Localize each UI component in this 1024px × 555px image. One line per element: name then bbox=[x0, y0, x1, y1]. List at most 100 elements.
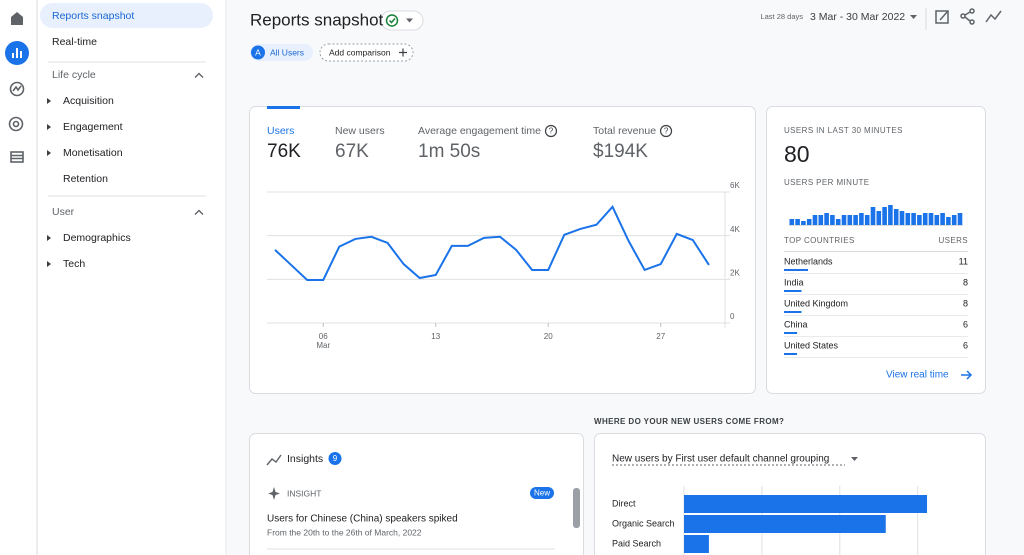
nav-section-title[interactable]: Life cycle bbox=[52, 69, 96, 81]
metric-value: 67K bbox=[335, 141, 369, 162]
help-glyph: ? bbox=[549, 127, 554, 136]
per-minute-bar bbox=[957, 213, 963, 225]
insights-count: 9 bbox=[333, 454, 338, 463]
acquisition-title[interactable]: New users by First user default channel … bbox=[612, 454, 829, 465]
country-bar bbox=[784, 269, 808, 271]
country-name: United Kingdom bbox=[784, 298, 848, 308]
country-name: India bbox=[784, 277, 804, 287]
collapse-chevron[interactable] bbox=[194, 72, 204, 78]
expand-arrow[interactable] bbox=[47, 235, 51, 241]
x-tick-label: 13 bbox=[431, 332, 440, 341]
per-minute-bar bbox=[859, 213, 864, 225]
metric-value: 76K bbox=[267, 141, 301, 162]
nav-item[interactable]: Monetisation bbox=[63, 147, 123, 159]
y-tick-label: 2K bbox=[730, 268, 740, 277]
segment-name[interactable]: All Users bbox=[270, 47, 304, 57]
per-minute-label: USERS PER MINUTE bbox=[784, 178, 870, 187]
expand-arrow[interactable] bbox=[47, 150, 51, 156]
advertising-icon[interactable] bbox=[8, 116, 24, 132]
y-tick-label: 6K bbox=[730, 181, 740, 190]
acquisition-heading: WHERE DO YOUR NEW USERS COME FROM? bbox=[594, 417, 784, 426]
segment-chip[interactable] bbox=[250, 44, 313, 61]
x-tick-label: 20 bbox=[544, 332, 553, 341]
country-users: 8 bbox=[963, 277, 968, 287]
configure-icon[interactable] bbox=[10, 151, 24, 163]
per-minute-bar bbox=[951, 215, 957, 225]
per-minute-bar bbox=[824, 213, 829, 225]
scrollbar-thumb[interactable] bbox=[573, 488, 580, 528]
status-chip[interactable] bbox=[380, 10, 424, 31]
bar bbox=[684, 515, 886, 533]
customize-icon[interactable] bbox=[935, 10, 949, 24]
explore-icon[interactable] bbox=[9, 81, 25, 97]
metric-label[interactable]: Users bbox=[267, 125, 294, 137]
comparison-label[interactable]: Add comparison bbox=[329, 47, 391, 57]
country-name: Netherlands bbox=[784, 256, 833, 266]
metric-label[interactable]: Total revenue bbox=[593, 125, 656, 137]
per-minute-bar bbox=[818, 215, 824, 225]
collapse-chevron[interactable] bbox=[194, 209, 204, 215]
nav-arrows bbox=[47, 98, 51, 267]
nav-item[interactable]: Reports snapshot bbox=[52, 10, 134, 22]
sparkle-icon bbox=[268, 487, 280, 500]
sidebar bbox=[38, 0, 226, 555]
realtime-value: 80 bbox=[784, 141, 810, 167]
nav-item[interactable]: Real-time bbox=[52, 36, 97, 48]
dropdown-arrow bbox=[406, 18, 413, 23]
country-users: 6 bbox=[963, 340, 968, 350]
users-header: USERS bbox=[938, 236, 968, 245]
selected-tab-indicator bbox=[267, 106, 300, 109]
icon-rail bbox=[0, 0, 37, 555]
insights-title: Insights bbox=[287, 453, 323, 465]
nav-item[interactable]: Retention bbox=[63, 173, 108, 185]
nav-section-title[interactable]: User bbox=[52, 206, 75, 218]
title-dropdown-arrow[interactable] bbox=[851, 457, 858, 461]
new-badge bbox=[530, 487, 554, 499]
nav-item[interactable]: Tech bbox=[63, 258, 85, 270]
share-icon[interactable] bbox=[960, 13, 966, 19]
expand-arrow[interactable] bbox=[47, 261, 51, 267]
overview-card bbox=[249, 106, 756, 394]
link-arrow[interactable] bbox=[961, 370, 973, 380]
country-bar bbox=[784, 332, 798, 334]
home-icon[interactable] bbox=[11, 12, 23, 25]
metric-label[interactable]: Average engagement time bbox=[418, 125, 541, 137]
status-check bbox=[385, 14, 399, 27]
insight-detail: From the 20th to the 26th of March, 2022 bbox=[267, 527, 422, 537]
per-minute-bar bbox=[830, 215, 835, 225]
insights-icon bbox=[266, 454, 282, 466]
help-icon[interactable] bbox=[659, 124, 673, 138]
insights-icon[interactable] bbox=[985, 10, 1002, 23]
status-check-glyph bbox=[388, 18, 396, 24]
share-glyph bbox=[964, 11, 971, 22]
explore-glyph bbox=[12, 85, 22, 92]
expand-arrow[interactable] bbox=[47, 124, 51, 130]
per-minute-bar bbox=[835, 219, 841, 225]
segment-initial: A bbox=[255, 47, 261, 57]
y-tick-label: 0 bbox=[730, 312, 735, 321]
nav-item[interactable]: Acquisition bbox=[63, 95, 114, 107]
country-bar bbox=[784, 353, 798, 355]
help-glyph: ? bbox=[664, 127, 669, 136]
country-name: China bbox=[784, 319, 808, 329]
help-icon[interactable] bbox=[544, 124, 558, 138]
metric-label[interactable]: New users bbox=[335, 125, 385, 137]
acquisition-card bbox=[594, 433, 986, 555]
expand-arrow[interactable] bbox=[47, 98, 51, 104]
active-nav-pill[interactable] bbox=[40, 3, 213, 28]
nav-item[interactable]: Demographics bbox=[63, 232, 131, 244]
rail-icons bbox=[5, 12, 29, 163]
realtime-link[interactable]: View real time bbox=[886, 370, 949, 381]
insight-headline[interactable]: Users for Chinese (China) speakers spike… bbox=[267, 514, 458, 525]
date-dropdown-arrow[interactable] bbox=[910, 15, 917, 19]
nav-item[interactable]: Engagement bbox=[63, 121, 123, 133]
advertising-glyph bbox=[12, 120, 20, 128]
per-minute-bar bbox=[922, 213, 928, 225]
y-tick-label: 4K bbox=[730, 225, 740, 234]
category-label: Paid Search bbox=[612, 538, 661, 548]
comparison-chip[interactable] bbox=[319, 43, 414, 62]
share-node bbox=[969, 8, 975, 14]
date-range[interactable]: 3 Mar - 30 Mar 2022 bbox=[810, 11, 905, 23]
